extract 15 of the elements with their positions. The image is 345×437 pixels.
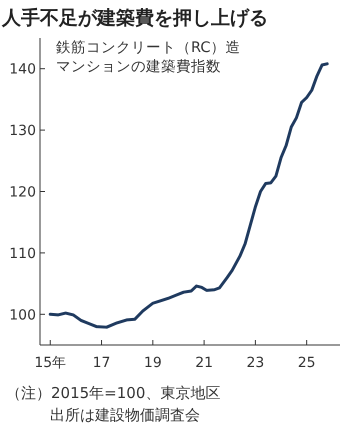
text: 出所は建設物価調査会: [50, 406, 200, 424]
x-tick-label: 25: [298, 355, 316, 371]
x-tick-label: 21: [195, 355, 214, 371]
y-tick-label: 110: [9, 246, 36, 262]
x-tick-label: 23: [246, 355, 264, 371]
y-tick-label: 100: [9, 307, 36, 324]
x-tick-label: 15年: [34, 355, 66, 371]
y-tick-label: 120: [9, 184, 36, 200]
y-tick-label: 140: [9, 62, 36, 78]
y-tick-label: 130: [9, 123, 36, 140]
x-tick-label: 19: [144, 355, 162, 371]
text: （注）2015年=100、東京地区: [6, 384, 220, 402]
chart-title: 人手不足が建築費を押し上げる: [1, 7, 268, 29]
x-tick-label: 17: [92, 355, 110, 371]
text: 鉄筋コンクリート（RC）造マンションの建築費指数: [56, 39, 240, 75]
